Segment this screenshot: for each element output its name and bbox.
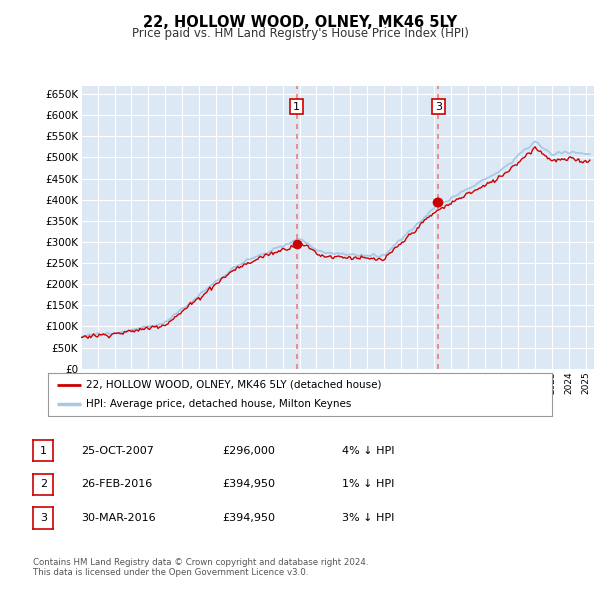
Text: HPI: Average price, detached house, Milton Keynes: HPI: Average price, detached house, Milt…	[86, 399, 351, 409]
Text: £296,000: £296,000	[222, 446, 275, 455]
Text: 26-FEB-2016: 26-FEB-2016	[81, 480, 152, 489]
Text: 30-MAR-2016: 30-MAR-2016	[81, 513, 155, 523]
Text: 1: 1	[40, 446, 47, 455]
Text: 3: 3	[435, 101, 442, 112]
Text: 2: 2	[40, 480, 47, 489]
Text: Contains HM Land Registry data © Crown copyright and database right 2024.
This d: Contains HM Land Registry data © Crown c…	[33, 558, 368, 577]
Text: 22, HOLLOW WOOD, OLNEY, MK46 5LY: 22, HOLLOW WOOD, OLNEY, MK46 5LY	[143, 15, 457, 30]
Text: £394,950: £394,950	[222, 480, 275, 489]
Text: 4% ↓ HPI: 4% ↓ HPI	[342, 446, 395, 455]
Text: 1: 1	[293, 101, 300, 112]
Text: 22, HOLLOW WOOD, OLNEY, MK46 5LY (detached house): 22, HOLLOW WOOD, OLNEY, MK46 5LY (detach…	[86, 380, 382, 390]
Text: 3: 3	[40, 513, 47, 523]
Text: 1% ↓ HPI: 1% ↓ HPI	[342, 480, 394, 489]
Text: 25-OCT-2007: 25-OCT-2007	[81, 446, 154, 455]
Text: 3% ↓ HPI: 3% ↓ HPI	[342, 513, 394, 523]
Text: £394,950: £394,950	[222, 513, 275, 523]
Text: Price paid vs. HM Land Registry's House Price Index (HPI): Price paid vs. HM Land Registry's House …	[131, 27, 469, 40]
